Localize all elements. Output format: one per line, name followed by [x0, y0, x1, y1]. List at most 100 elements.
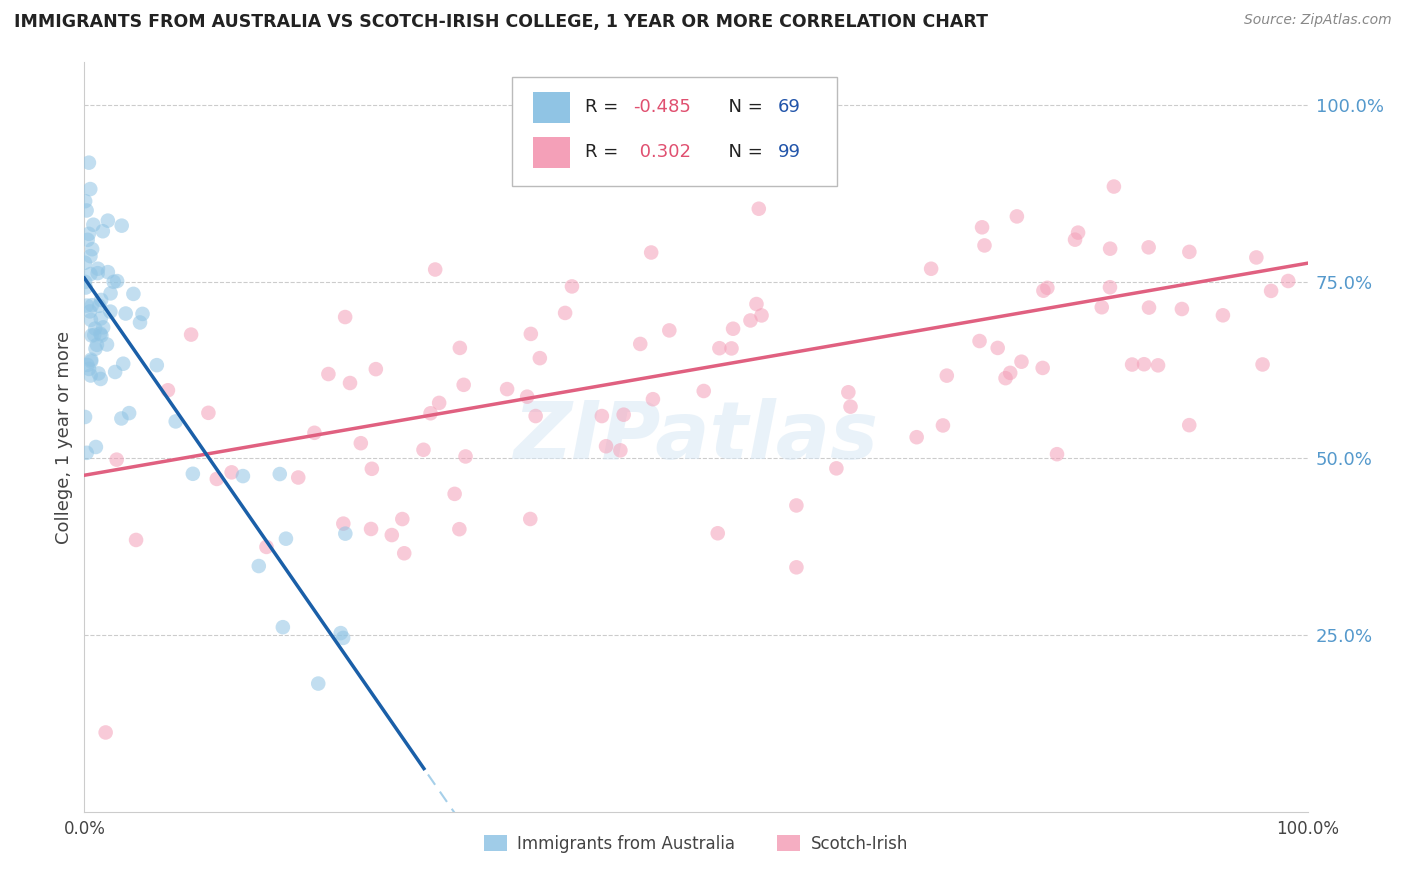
Point [129, 316, 152, 330]
Point [197, 406, 219, 420]
Text: 0.302: 0.302 [634, 144, 690, 161]
Point [76, 446, 98, 460]
Point [232, 469, 254, 483]
Point [86, 338, 108, 352]
Point [104, 365, 127, 379]
Point [91, 320, 114, 334]
Point [84, 321, 107, 335]
Point [529, 351, 551, 365]
Point [419, 406, 441, 420]
Point [80, 354, 103, 368]
Point [520, 326, 543, 341]
Point [391, 512, 413, 526]
Point [412, 442, 434, 457]
Point [165, 414, 187, 428]
Legend: Immigrants from Australia, Scotch-Irish: Immigrants from Australia, Scotch-Irish [478, 829, 914, 860]
Point [89, 299, 111, 313]
Point [100, 286, 122, 301]
Point [1171, 301, 1194, 316]
Point [920, 261, 942, 276]
Point [1005, 210, 1028, 224]
Point [443, 487, 465, 501]
Point [360, 462, 382, 476]
Point [105, 452, 128, 467]
Point [274, 532, 297, 546]
Point [118, 406, 141, 420]
Point [1032, 360, 1054, 375]
Text: N =: N = [717, 144, 768, 161]
Point [641, 392, 664, 407]
Point [79, 249, 101, 263]
Point [269, 467, 291, 481]
Point [125, 533, 148, 547]
Point [110, 411, 132, 425]
Point [332, 516, 354, 531]
Point [745, 297, 768, 311]
Point [1064, 233, 1087, 247]
Point [609, 443, 631, 458]
Point [271, 620, 294, 634]
Point [156, 384, 179, 398]
Point [82, 242, 104, 256]
Point [114, 306, 136, 320]
Text: R =: R = [585, 144, 624, 161]
Point [318, 367, 340, 381]
Point [751, 309, 773, 323]
Point [454, 450, 477, 464]
Point [1178, 244, 1201, 259]
Point [740, 313, 762, 327]
Point [1046, 447, 1069, 461]
Point [519, 512, 541, 526]
Point [640, 245, 662, 260]
Point [932, 418, 955, 433]
Point [970, 220, 993, 235]
Point [84, 342, 107, 356]
Point [1178, 418, 1201, 433]
Point [1067, 226, 1090, 240]
Point [1102, 179, 1125, 194]
Point [1011, 355, 1033, 369]
Text: N =: N = [717, 98, 768, 116]
Point [748, 202, 770, 216]
Point [75, 275, 97, 289]
Point [79, 182, 101, 196]
Point [112, 357, 135, 371]
Point [1277, 274, 1299, 288]
Point [360, 522, 382, 536]
Text: R =: R = [585, 98, 624, 116]
Point [1036, 281, 1059, 295]
Point [83, 328, 105, 343]
Text: IMMIGRANTS FROM AUSTRALIA VS SCOTCH-IRISH COLLEGE, 1 YEAR OR MORE CORRELATION CH: IMMIGRANTS FROM AUSTRALIA VS SCOTCH-IRIS… [14, 13, 988, 31]
Point [1091, 300, 1114, 314]
Point [825, 461, 848, 475]
Point [449, 341, 471, 355]
Point [905, 430, 928, 444]
Point [837, 385, 859, 400]
Point [87, 367, 110, 381]
Point [524, 409, 547, 423]
Point [221, 466, 243, 480]
Point [706, 526, 728, 541]
Point [779, 154, 801, 169]
Point [80, 352, 103, 367]
Point [973, 238, 995, 252]
Point [364, 362, 387, 376]
Point [785, 499, 807, 513]
Point [998, 366, 1021, 380]
Point [350, 436, 373, 450]
Point [591, 409, 613, 423]
Point [785, 560, 807, 574]
Point [111, 219, 134, 233]
Point [98, 304, 121, 318]
Point [561, 279, 583, 293]
Point [994, 371, 1017, 385]
Point [628, 337, 651, 351]
Point [1251, 358, 1274, 372]
Point [76, 299, 98, 313]
Point [90, 311, 112, 326]
Point [97, 213, 120, 227]
Point [658, 323, 681, 337]
Text: 69: 69 [778, 98, 801, 116]
Point [427, 396, 450, 410]
Point [329, 626, 352, 640]
